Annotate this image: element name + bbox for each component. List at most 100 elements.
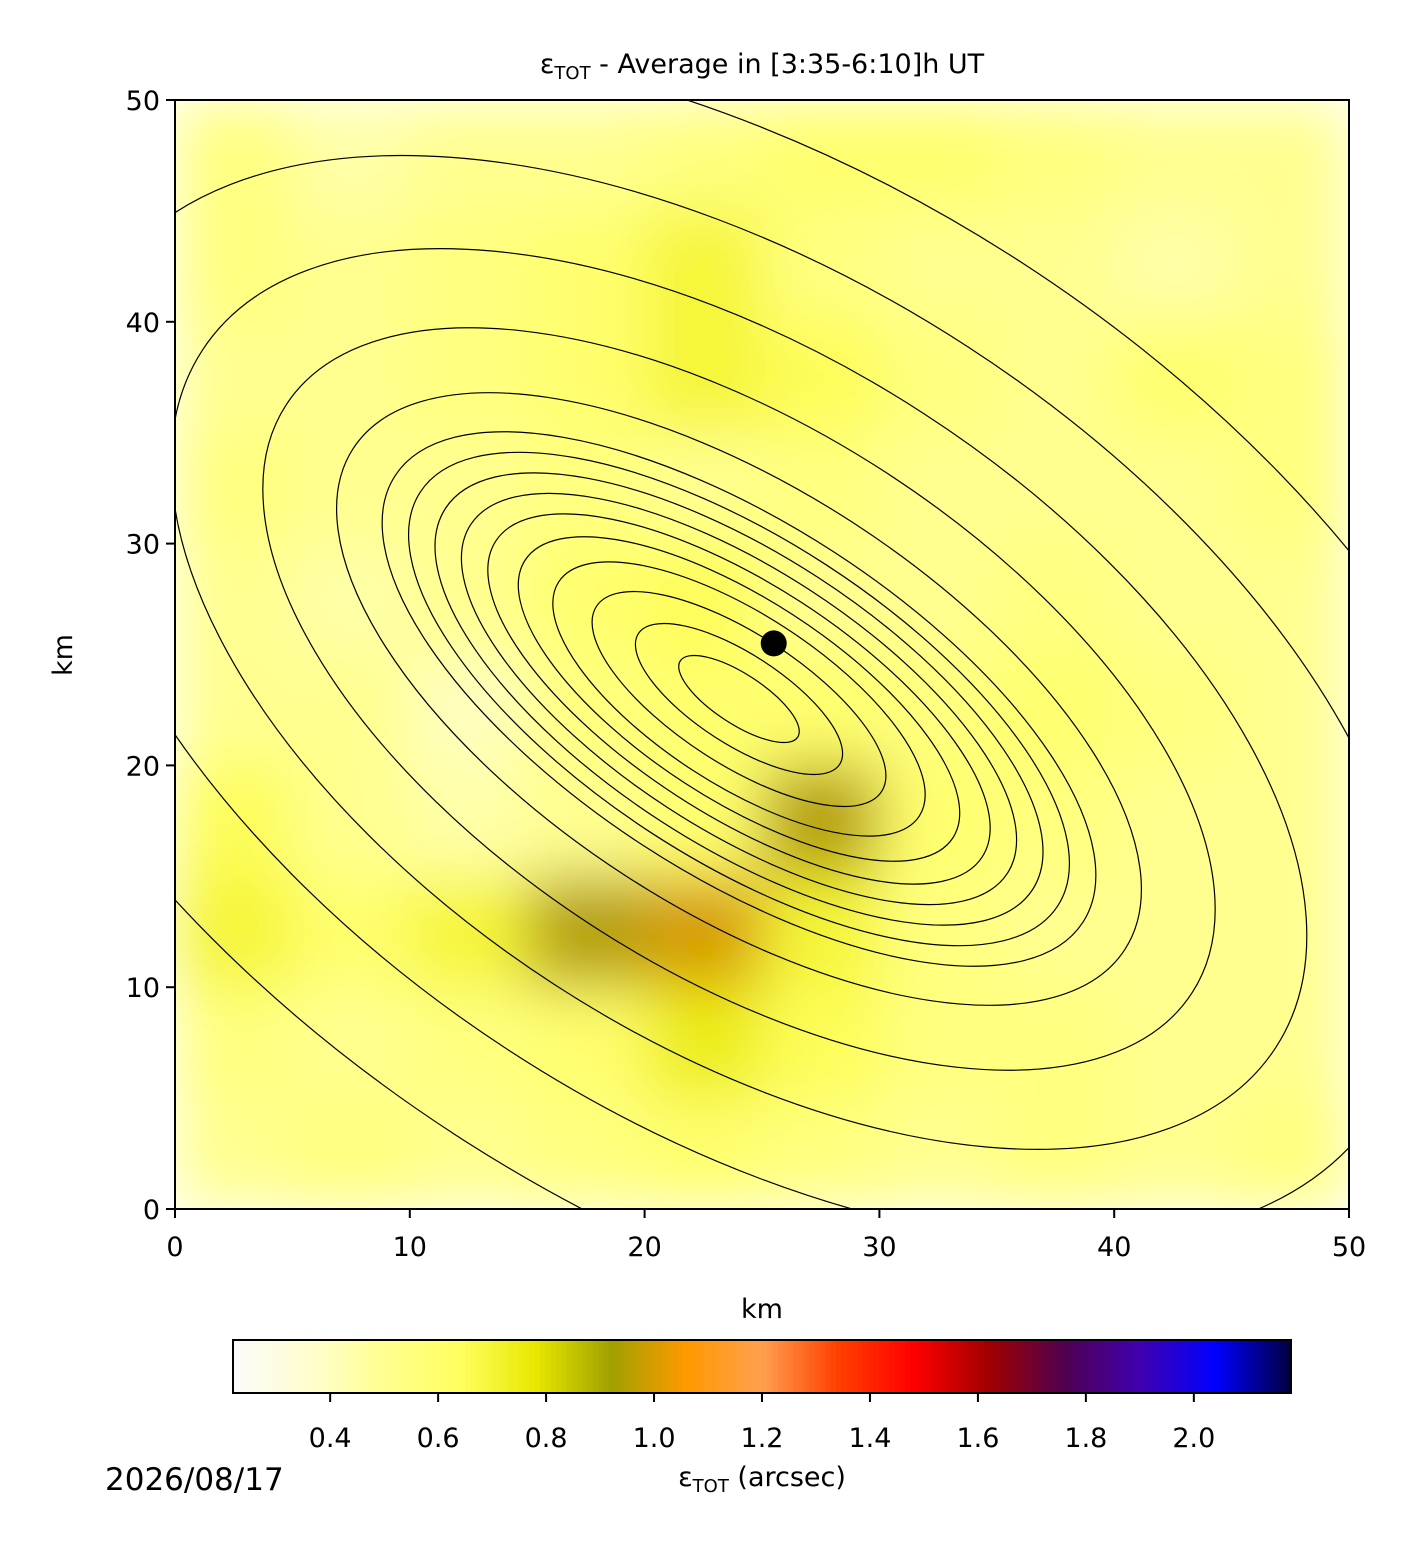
heatmap-cell xyxy=(879,100,998,212)
colorbar-segment xyxy=(560,1340,567,1393)
heatmap-cell xyxy=(175,765,294,878)
colorbar-segment xyxy=(963,1340,969,1393)
colorbar-segment xyxy=(894,1340,901,1393)
heatmap-cell xyxy=(879,543,998,656)
colorbar-segment xyxy=(836,1340,842,1393)
heatmap-cell xyxy=(292,987,411,1100)
colorbar-segment xyxy=(1248,1340,1255,1393)
heatmap-cell xyxy=(644,432,763,545)
colorbar-segment xyxy=(608,1340,615,1393)
heatmap-cell xyxy=(292,654,411,767)
colorbar-segment xyxy=(338,1340,345,1393)
heatmap-cell xyxy=(1231,432,1349,545)
heatmap-cell xyxy=(762,876,881,989)
colorbar-tick-label: 1.4 xyxy=(848,1423,891,1454)
heatmap-cell xyxy=(996,321,1116,434)
colorbar-segment xyxy=(978,1340,985,1393)
colorbar-segment xyxy=(1026,1340,1033,1393)
heatmap-cell xyxy=(409,987,529,1100)
colorbar-segment xyxy=(264,1340,271,1393)
colorbar-segment xyxy=(994,1340,1001,1393)
colorbar-segment xyxy=(777,1340,784,1393)
colorbar-segment xyxy=(296,1340,303,1393)
colorbar-segment xyxy=(682,1340,689,1393)
heatmap-cell xyxy=(409,543,529,656)
colorbar-segment xyxy=(735,1340,742,1393)
colorbar-segment xyxy=(344,1340,350,1393)
colorbar-segment xyxy=(576,1340,583,1393)
colorbar-segment xyxy=(878,1340,885,1393)
colorbar-segment xyxy=(285,1340,292,1393)
heatmap-cell xyxy=(409,765,529,878)
colorbar-segment xyxy=(439,1340,446,1393)
colorbar-segment xyxy=(396,1340,403,1393)
colorbar-segment xyxy=(328,1340,335,1393)
heatmap-cell xyxy=(644,543,763,656)
colorbar-segment xyxy=(952,1340,959,1393)
colorbar-segment xyxy=(714,1340,721,1393)
colorbar-tick-label: 0.8 xyxy=(525,1423,568,1454)
colorbar-segment xyxy=(1116,1340,1123,1393)
colorbar-segment xyxy=(312,1340,319,1393)
colorbar-segment xyxy=(1227,1340,1234,1393)
heatmap-cell xyxy=(409,654,529,767)
colorbar-segment xyxy=(841,1340,848,1393)
heatmap-cell xyxy=(996,210,1116,323)
heatmap-cell xyxy=(644,765,763,878)
colorbar-segment xyxy=(910,1340,917,1393)
colorbar-segment xyxy=(333,1340,340,1393)
heatmap-cell xyxy=(292,765,411,878)
colorbar-segment xyxy=(1243,1340,1250,1393)
title-symbol: ε xyxy=(540,49,555,80)
colorbar-segment xyxy=(756,1340,763,1393)
colorbar-segment xyxy=(423,1340,430,1393)
colorbar-segment xyxy=(497,1340,504,1393)
colorbar-segment xyxy=(566,1340,573,1393)
colorbar-segment xyxy=(1015,1340,1022,1393)
colorbar-segment xyxy=(857,1340,864,1393)
cbar-text: (arcsec) xyxy=(729,1462,846,1493)
colorbar-segment xyxy=(1031,1340,1038,1393)
colorbar-segment xyxy=(1084,1340,1091,1393)
colorbar-segment xyxy=(444,1340,451,1393)
plot-frame xyxy=(174,99,1350,1210)
colorbar-segment xyxy=(587,1340,594,1393)
colorbar-segment xyxy=(825,1340,832,1393)
heatmap-cell xyxy=(409,210,529,323)
y-tick-label: 0 xyxy=(143,1195,160,1226)
heatmap-cell xyxy=(175,987,294,1100)
colorbar-segment xyxy=(1232,1340,1239,1393)
heatmap-cell xyxy=(996,876,1116,989)
heatmap-cell xyxy=(996,654,1116,767)
colorbar-segment xyxy=(354,1340,361,1393)
x-tick-label: 50 xyxy=(1332,1232,1366,1263)
y-tick-label: 30 xyxy=(126,530,160,561)
heatmap-cell xyxy=(879,210,998,323)
heatmap-cell xyxy=(879,876,998,989)
colorbar-segment xyxy=(862,1340,869,1393)
colorbar-tick-label: 1.0 xyxy=(633,1423,676,1454)
heatmap-cell xyxy=(175,876,294,989)
heatmap-cell xyxy=(175,321,294,434)
colorbar-segment xyxy=(1253,1340,1260,1393)
cbar-subscript: TOT xyxy=(692,1476,730,1497)
title-text: - Average in [3:35-6:10]h UT xyxy=(591,49,985,80)
colorbar-segment xyxy=(624,1340,631,1393)
colorbar-segment xyxy=(783,1340,790,1393)
heatmap-cell xyxy=(1231,987,1349,1100)
colorbar-segment xyxy=(1010,1340,1017,1393)
colorbar-segment xyxy=(539,1340,546,1393)
heatmap-cell xyxy=(1231,321,1349,434)
colorbar-segment xyxy=(1079,1340,1086,1393)
heatmap-cell xyxy=(879,654,998,767)
heatmap-cell xyxy=(1114,432,1233,545)
colorbar-segment xyxy=(851,1340,858,1393)
heatmap-cell xyxy=(879,321,998,434)
heatmap-cell xyxy=(644,987,763,1100)
colorbar-segment xyxy=(1132,1340,1139,1393)
colorbar-segment xyxy=(412,1340,419,1393)
heatmap-cell xyxy=(762,321,881,434)
heatmap-cell xyxy=(996,432,1116,545)
heatmap-cell xyxy=(409,1098,529,1209)
colorbar-segment xyxy=(386,1340,393,1393)
